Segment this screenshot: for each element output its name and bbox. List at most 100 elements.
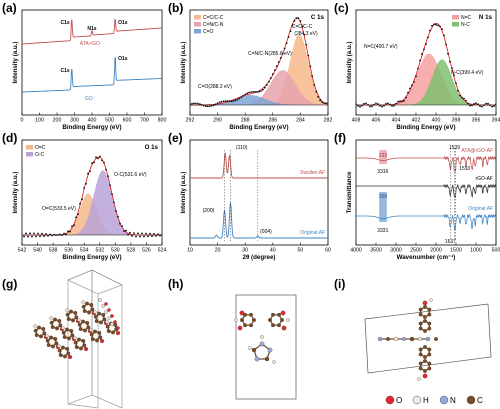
data-point: [75, 216, 77, 219]
data-point: [381, 105, 383, 108]
atom-N: [259, 341, 265, 347]
data-point: [491, 105, 493, 108]
x-tick-label: 394: [492, 118, 500, 124]
data-point: [273, 69, 276, 71]
atom-C: [58, 353, 63, 358]
data-point: [254, 91, 256, 93]
highlight-box-bottom: [379, 192, 387, 222]
legend-swatch: [26, 145, 33, 150]
atom-C: [50, 325, 55, 330]
atom-C: [85, 301, 89, 306]
atom-C: [418, 307, 423, 312]
data-point: [475, 102, 477, 105]
series-label: Original AF: [300, 230, 325, 236]
atom-H: [57, 344, 61, 348]
data-point: [447, 52, 449, 55]
panel-e: 10 20 30 40 50 60 2θ (degree) Intensity (a.u.) (…: [180, 139, 331, 261]
atom-C: [83, 328, 87, 333]
data-point: [147, 235, 149, 238]
atom-C: [85, 320, 90, 325]
panel-label-b: (b): [168, 1, 183, 15]
data-point: [23, 235, 25, 238]
data-point: [359, 105, 361, 108]
data-point: [139, 235, 141, 238]
atom-C: [66, 351, 71, 356]
legend-label: C=C/C-C: [203, 15, 224, 21]
atom-C: [423, 369, 427, 373]
panel-label-e: (e): [168, 131, 183, 145]
atom-C: [90, 337, 95, 342]
data-point: [137, 232, 139, 235]
data-point: [43, 235, 45, 238]
atom-H: [417, 377, 421, 381]
data-point: [141, 232, 143, 235]
atom-C: [277, 323, 281, 328]
data-point: [305, 43, 308, 46]
atom-C: [82, 343, 87, 348]
atom-C: [105, 324, 110, 329]
series-line-ATA@rGO-AF: [356, 155, 496, 173]
atom-C: [418, 361, 423, 366]
atom-H: [107, 316, 111, 320]
panel-title: O 1s: [145, 144, 159, 151]
atom-C: [65, 346, 70, 351]
data-point: [299, 20, 302, 22]
data-point: [451, 67, 453, 70]
data-point: [485, 102, 487, 105]
raw-data-points: [190, 17, 328, 108]
data-point: [375, 102, 377, 105]
peak-annotation: C=C/C-C: [292, 24, 313, 30]
x-tick-label: 300: [70, 118, 79, 124]
data-point: [226, 100, 229, 102]
atom-O: [83, 346, 89, 352]
atom-C: [86, 325, 91, 330]
data-point: [459, 94, 461, 97]
annotation: 223: [379, 153, 388, 159]
legend-swatch: [452, 15, 459, 20]
atom-C: [418, 312, 423, 317]
x-tick-label: 1500: [450, 248, 462, 254]
x-tick-label: 538: [49, 248, 58, 254]
data-point: [487, 102, 489, 105]
data-point: [405, 96, 407, 99]
peak-annotation: O-C(531.6 eV): [114, 172, 147, 178]
atom-C: [98, 335, 103, 340]
x-tick-label: 700: [140, 118, 149, 124]
atom-C: [41, 326, 46, 331]
x-tick-label: 4000: [350, 248, 362, 254]
atom-C: [61, 345, 65, 350]
atom-C: [74, 345, 79, 350]
data-point: [403, 99, 405, 102]
data-point: [262, 88, 264, 91]
atom-C: [427, 307, 432, 312]
x-tick-label: 526: [142, 248, 151, 254]
panel-label-i: (i): [334, 277, 345, 291]
annotation: O1s: [118, 20, 128, 26]
atom-O: [115, 330, 121, 336]
data-point: [216, 102, 219, 105]
raw-data-points: [23, 155, 162, 238]
atom-H: [93, 310, 97, 314]
atom-H: [104, 310, 108, 314]
data-point: [107, 175, 109, 178]
data-point: [313, 84, 316, 86]
legend-atom-H: [412, 395, 422, 405]
data-point: [153, 233, 155, 235]
data-point: [79, 202, 81, 205]
data-point: [283, 47, 286, 50]
data-point: [455, 82, 457, 85]
x-tick-label: 1000: [470, 248, 482, 254]
atom-N: [425, 336, 431, 342]
x-axis-label: Binding Energy (eV): [62, 124, 121, 131]
atom-C: [423, 305, 427, 309]
x-tick-label: 500: [105, 118, 114, 124]
x-tick-label: 200: [53, 118, 62, 124]
data-point: [97, 157, 99, 160]
panel-label-d: (d): [2, 131, 17, 145]
data-point: [149, 232, 151, 235]
atom-C: [418, 321, 423, 326]
data-point: [377, 103, 379, 105]
data-point: [71, 225, 73, 228]
atom-O: [110, 314, 114, 318]
